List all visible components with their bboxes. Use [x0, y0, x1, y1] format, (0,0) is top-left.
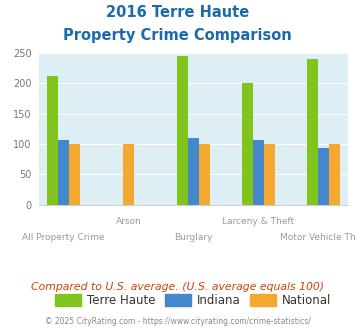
- Bar: [188, 138, 199, 205]
- Bar: [69, 144, 80, 205]
- Text: Motor Vehicle Theft: Motor Vehicle Theft: [279, 233, 355, 243]
- Bar: [329, 144, 340, 205]
- Bar: [318, 148, 329, 205]
- Bar: [47, 76, 58, 205]
- Bar: [253, 140, 264, 205]
- Bar: [58, 140, 69, 205]
- Text: 2016 Terre Haute: 2016 Terre Haute: [106, 5, 249, 20]
- Text: Compared to U.S. average. (U.S. average equals 100): Compared to U.S. average. (U.S. average …: [31, 282, 324, 292]
- Bar: [123, 144, 134, 205]
- Bar: [264, 144, 275, 205]
- Bar: [177, 56, 188, 205]
- Text: Arson: Arson: [116, 217, 141, 226]
- Text: Burglary: Burglary: [174, 233, 213, 243]
- Bar: [199, 144, 210, 205]
- Text: © 2025 CityRating.com - https://www.cityrating.com/crime-statistics/: © 2025 CityRating.com - https://www.city…: [45, 317, 310, 326]
- Bar: [307, 59, 318, 205]
- Bar: [242, 83, 253, 205]
- Text: Larceny & Theft: Larceny & Theft: [223, 217, 295, 226]
- Text: Property Crime Comparison: Property Crime Comparison: [63, 28, 292, 43]
- Legend: Terre Haute, Indiana, National: Terre Haute, Indiana, National: [51, 289, 336, 312]
- Text: All Property Crime: All Property Crime: [22, 233, 105, 243]
